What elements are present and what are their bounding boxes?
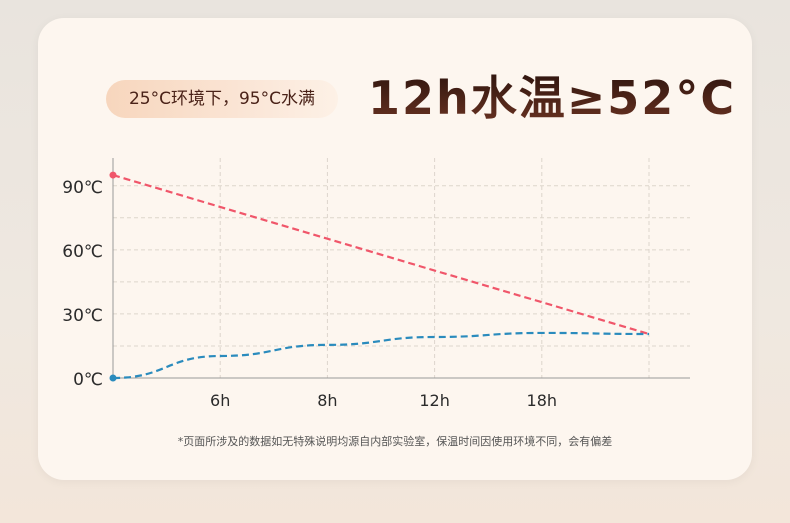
series-line-0: [112, 174, 650, 336]
y-tick-label: 0℃: [73, 370, 103, 390]
headline: 12h水温≥52°C: [368, 71, 737, 125]
x-tick-label: 8h: [317, 391, 337, 410]
condition-badge: 25°C环境下，95°C水满: [106, 80, 338, 118]
x-tick-label: 18h: [527, 391, 558, 410]
series-line-1: [112, 331, 650, 380]
y-tick-label: 30℃: [62, 306, 103, 326]
y-tick-label: 90℃: [62, 178, 103, 198]
x-tick-label: 12h: [419, 391, 450, 410]
footnote: *页面所涉及的数据如无特殊说明均源自内部实验室，保温时间因使用环境不同，会有偏差: [177, 435, 613, 448]
x-tick-label: 6h: [210, 391, 230, 410]
series-start-point: [109, 171, 117, 179]
y-tick-label: 60℃: [62, 242, 103, 262]
series-start-point: [109, 374, 117, 382]
